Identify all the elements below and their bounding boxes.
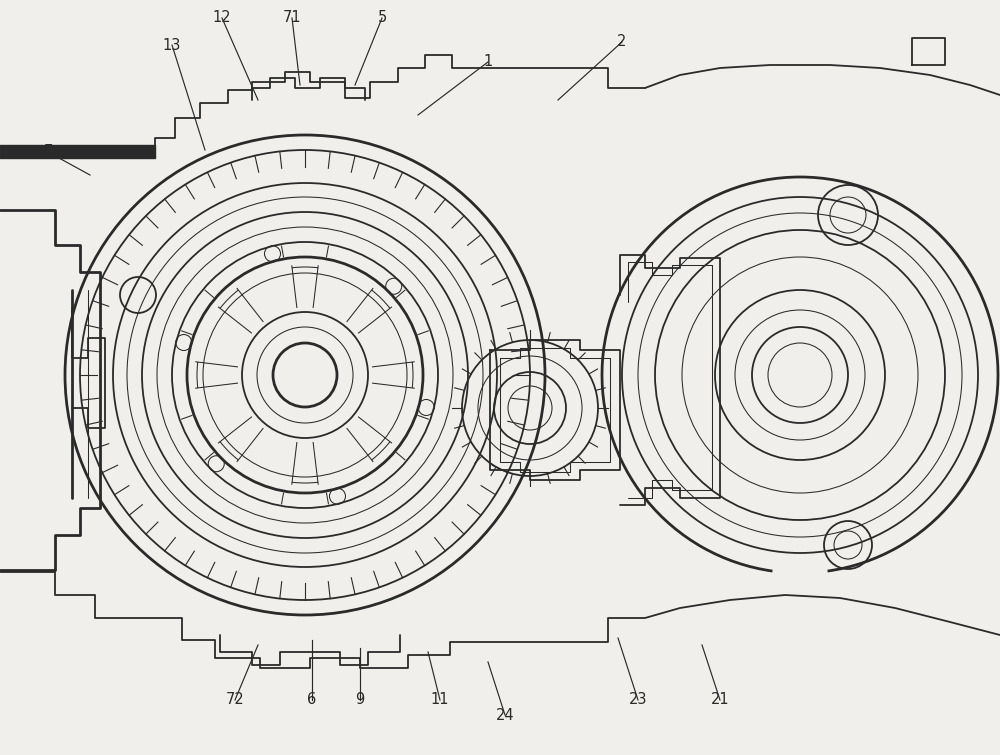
Text: 9: 9 xyxy=(355,692,365,707)
Text: 21: 21 xyxy=(711,692,729,707)
Text: 1: 1 xyxy=(483,54,493,69)
Text: 2: 2 xyxy=(617,35,627,50)
Text: 13: 13 xyxy=(163,38,181,53)
Text: 11: 11 xyxy=(431,692,449,707)
Text: 72: 72 xyxy=(226,692,244,707)
Text: 71: 71 xyxy=(283,11,301,26)
Text: 5: 5 xyxy=(377,11,387,26)
Text: 7: 7 xyxy=(43,144,53,159)
Text: 24: 24 xyxy=(496,707,514,723)
Text: 12: 12 xyxy=(213,11,231,26)
Text: 23: 23 xyxy=(629,692,647,707)
Text: 6: 6 xyxy=(307,692,317,707)
